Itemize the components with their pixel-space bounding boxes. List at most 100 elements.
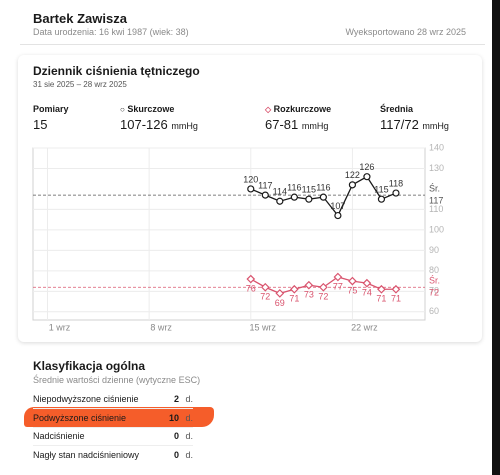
point <box>348 181 357 189</box>
stat: Średnia 117/72 mmHg <box>380 104 449 132</box>
row-label: Nadciśnienie <box>33 431 85 441</box>
average-value: 72 <box>429 288 439 298</box>
stat-label-text: Skurczowe <box>127 104 175 114</box>
point <box>319 193 327 201</box>
row-unit: d. <box>185 394 193 404</box>
data-label: 115 <box>302 185 316 195</box>
point <box>363 173 371 181</box>
data-label: 72 <box>318 292 328 302</box>
stat-value: 107-126 mmHg <box>120 117 198 132</box>
section-title: Klasyfikacja ogólna <box>33 359 146 373</box>
point <box>276 197 284 205</box>
point <box>275 289 285 298</box>
stat-value: 67-81 mmHg <box>265 117 331 132</box>
row-label: Niepodwyższone ciśnienie <box>33 394 139 404</box>
data-label: 126 <box>359 162 374 172</box>
point <box>319 282 328 292</box>
classification-row: Podwyższone ciśnienie 10 d. <box>33 409 193 428</box>
data-label: 118 <box>389 178 403 188</box>
classification-row: Nadciśnienie 0 d. <box>33 427 193 446</box>
data-label: 73 <box>304 290 314 300</box>
row-value: 10 <box>168 412 179 423</box>
point <box>377 195 386 203</box>
point <box>247 185 255 193</box>
data-label: 69 <box>275 298 285 308</box>
birth-date: Data urodzenia: 16 kwi 1987 (wiek: 38) <box>33 27 189 37</box>
x-tick-label: 15 wrz <box>250 322 277 332</box>
stat-unit: mmHg <box>171 121 198 131</box>
data-label: 116 <box>287 183 301 193</box>
divider <box>20 44 485 45</box>
point <box>246 274 256 284</box>
row-unit: d. <box>185 431 193 441</box>
stat-label-text: Rozkurczowe <box>273 104 332 114</box>
circle-icon: ○ <box>120 105 125 114</box>
stat-unit: mmHg <box>422 121 449 131</box>
chart: 60 70 80 90 100 110 130 140 1 wrz 8 wrz 15 wrz 22 w… <box>32 142 444 332</box>
average-value: 117 <box>429 195 443 205</box>
classification-row: Niepodwyższone ciśnienie 2 d. <box>33 390 193 409</box>
point <box>334 211 342 220</box>
row-unit: d. <box>185 449 193 460</box>
card-period: 31 sie 2025 – 28 wrz 2025 <box>33 80 127 89</box>
stat-label: Pomiary <box>33 104 69 114</box>
point <box>377 284 386 294</box>
point <box>392 189 400 197</box>
patient-name: Bartek Zawisza <box>33 11 127 26</box>
point <box>391 284 401 294</box>
data-label: 122 <box>345 170 360 180</box>
point <box>305 195 313 203</box>
data-label: 116 <box>316 183 330 193</box>
screen-edge <box>492 0 500 475</box>
y-tick-label: 140 <box>429 142 444 152</box>
y-tick-label: 80 <box>429 265 439 275</box>
data-label: 117 <box>258 180 272 190</box>
x-tick-label: 22 wrz <box>351 322 378 332</box>
stat-label: ○ Skurczowe <box>120 104 198 114</box>
stat-value-text: 107-126 <box>120 117 168 132</box>
y-tick-label: 70 <box>429 286 439 296</box>
stat: Pomiary 15 <box>33 104 69 132</box>
card-title: Dziennik ciśnienia tętniczego <box>33 64 200 78</box>
data-label: 71 <box>391 294 401 304</box>
point <box>348 276 357 286</box>
stat-unit: mmHg <box>301 121 329 131</box>
highlight <box>24 407 214 427</box>
data-label: 72 <box>260 292 270 302</box>
classification-row: Nagły stan nadciśnieniowy 0 d. <box>33 446 193 464</box>
point <box>304 280 314 290</box>
stat-value: 15 <box>33 117 48 132</box>
average-label: Śr. <box>429 275 440 286</box>
point <box>289 284 299 294</box>
diamond-icon: ◇ <box>265 105 272 114</box>
data-label: 71 <box>289 294 299 304</box>
stat-value-text: 67-81 <box>265 117 299 132</box>
y-tick-label: 60 <box>429 306 439 316</box>
data-label: 76 <box>246 283 256 293</box>
y-tick-label: 90 <box>429 245 439 255</box>
data-label: 115 <box>374 185 388 195</box>
y-tick-label: 100 <box>429 224 444 234</box>
x-tick-label: 1 wrz <box>49 322 71 332</box>
stat: ○ Skurczowe 107-126 mmHg <box>120 104 198 132</box>
data-label: 120 <box>243 174 258 184</box>
row-unit: d. <box>185 412 193 423</box>
average-label: Śr. <box>429 182 440 193</box>
x-tick-label: 8 wrz <box>150 322 172 332</box>
data-label: 74 <box>362 288 372 298</box>
row-label: Podwyższone ciśnienie <box>33 412 127 423</box>
stat-value-text: 117/72 <box>380 117 419 132</box>
section-subtitle: Średnie wartości dzienne (wytyczne ESC) <box>33 375 201 385</box>
point <box>362 278 372 288</box>
stat-label: ◇ Rozkurczowe <box>265 104 331 114</box>
export-date: Wyeksportowano 28 wrz 2025 <box>345 27 466 37</box>
data-label: 77 <box>333 281 343 291</box>
point <box>261 191 269 199</box>
row-value: 0 <box>173 431 179 441</box>
point <box>333 272 343 282</box>
y-tick-label: 130 <box>429 163 444 173</box>
point <box>290 193 298 201</box>
data-label: 114 <box>273 187 287 197</box>
row-value: 2 <box>173 394 179 404</box>
